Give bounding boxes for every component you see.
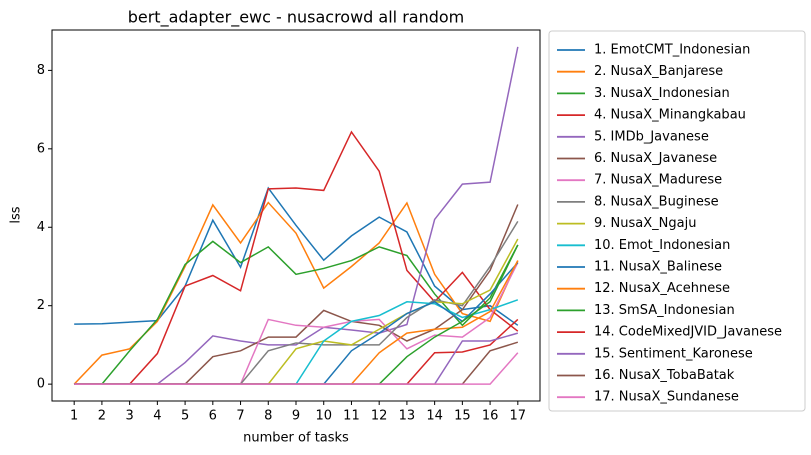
x-tick-label: 11 [343,409,360,424]
legend-label: 5. IMDb_Javanese [594,129,709,144]
legend-label: 13. SmSA_Indonesian [594,303,735,318]
y-tick-label: 0 [37,377,45,392]
legend-label: 3. NusaX_Indonesian [594,86,730,101]
legend-label: 11. NusaX_Balinese [594,260,722,275]
series-line [74,352,519,385]
x-axis-label: number of tasks [243,431,349,446]
x-tick-label: 12 [371,409,388,424]
x-tick-label: 5 [181,409,189,424]
plot-frame [51,29,541,402]
x-tick-label: 9 [292,409,300,424]
x-tick-label: 10 [315,409,332,424]
series-line [74,130,519,385]
legend-label: 2. NusaX_Banjarese [594,64,723,79]
x-tick-label: 15 [454,409,471,424]
x-tick-label: 17 [510,409,527,424]
legend-label: 1. EmotCMT_Indonesian [594,43,750,58]
legend-label: 7. NusaX_Madurese [594,173,722,188]
x-tick-label: 1 [70,409,78,424]
legend-label: 10. Emot_Indonesian [594,238,730,253]
legend-label: 9. NusaX_Ngaju [594,216,696,231]
legend-label: 15. Sentiment_Karonese [594,346,753,361]
legend-label: 6. NusaX_Javanese [594,151,717,166]
legend-label: 12. NusaX_Acehnese [594,281,730,296]
series-line [74,240,519,385]
series-line [74,186,519,326]
legend-label: 16. NusaX_TobaBatak [594,368,735,383]
y-tick-label: 6 [37,141,45,156]
y-tick-label: 2 [37,298,45,313]
legend-box [548,30,806,412]
x-tick-label: 8 [264,409,272,424]
x-tick-label: 13 [399,409,416,424]
legend-label: 8. NusaX_Buginese [594,194,719,209]
legend-label: 14. CodeMixedJVID_Javanese [594,325,782,340]
x-tick-label: 2 [98,409,106,424]
legend-label: 17. NusaX_Sundanese [594,390,739,405]
x-tick-label: 6 [209,409,217,424]
x-tick-label: 4 [153,409,161,424]
y-tick-label: 8 [37,63,45,78]
y-tick-label: 4 [37,220,45,235]
x-tick-label: 16 [482,409,499,424]
legend-label: 4. NusaX_Minangkabau [594,108,746,123]
y-axis-label: lss [9,206,24,223]
x-tick-label: 7 [236,409,244,424]
chart-title: bert_adapter_ewc - nusacrowd all random [128,8,465,28]
x-tick-label: 3 [125,409,133,424]
x-tick-label: 14 [426,409,443,424]
